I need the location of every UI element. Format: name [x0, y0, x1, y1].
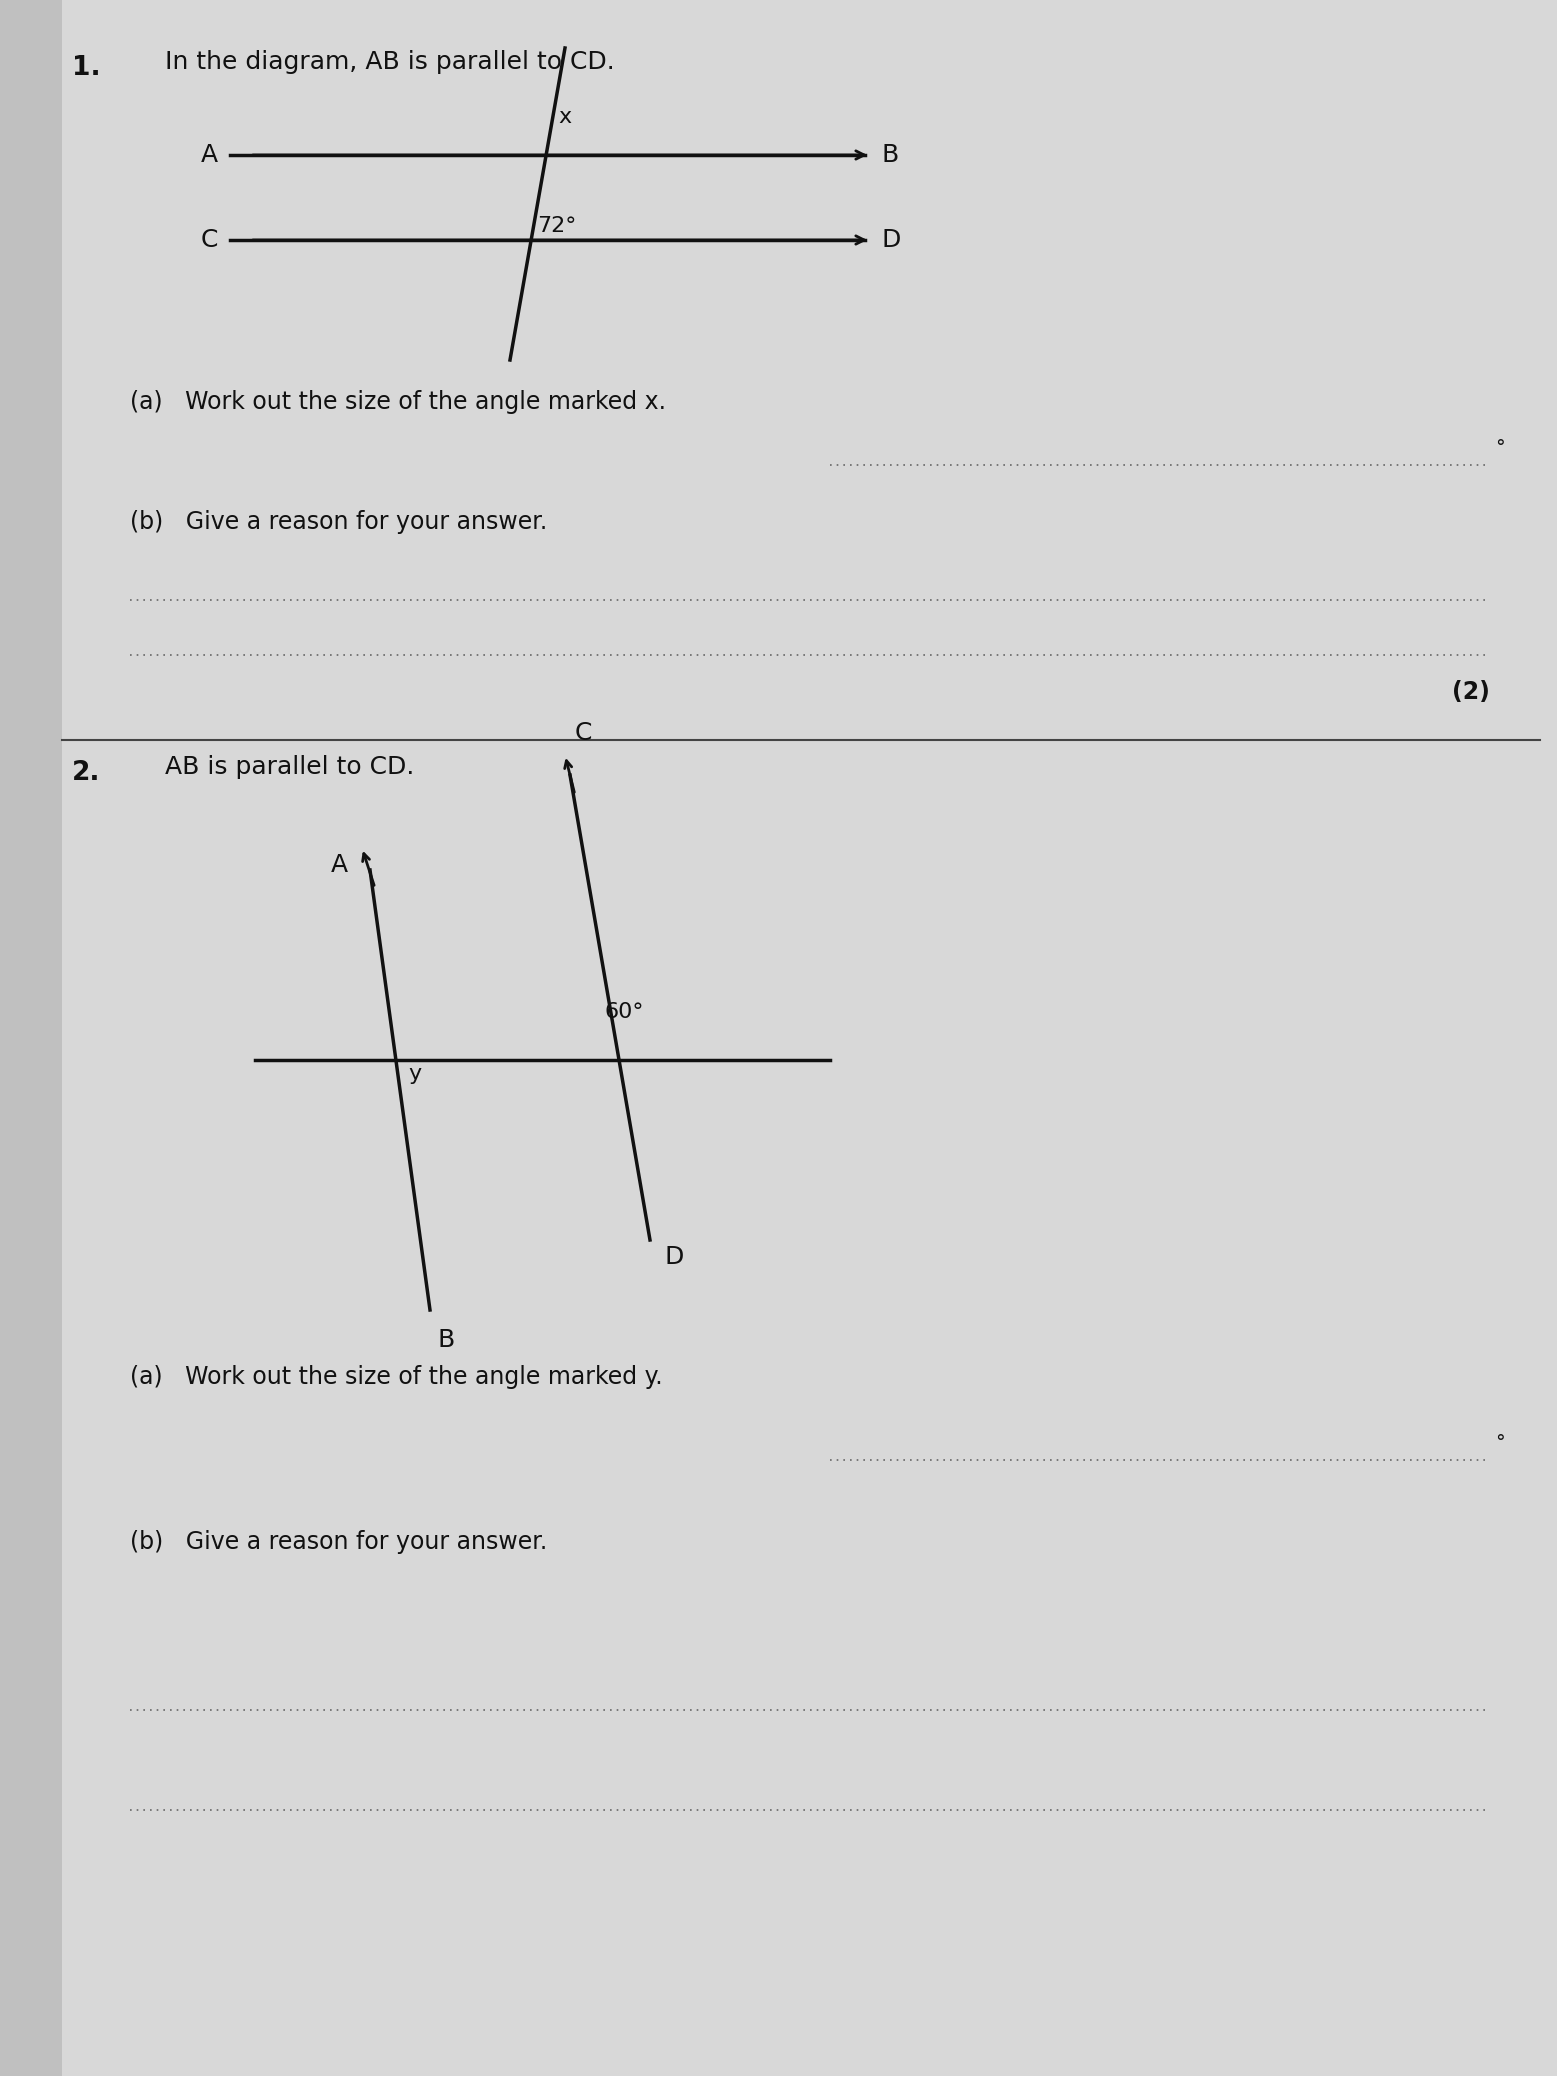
Text: (a)   Work out the size of the angle marked y.: (a) Work out the size of the angle marke… — [129, 1366, 663, 1389]
Text: 2.: 2. — [72, 760, 101, 787]
Text: x: x — [557, 108, 571, 127]
Text: °: ° — [1495, 438, 1504, 457]
Text: 60°: 60° — [604, 1003, 643, 1021]
Text: D: D — [881, 228, 902, 251]
FancyBboxPatch shape — [0, 0, 62, 2076]
Text: D: D — [665, 1246, 685, 1268]
Text: C: C — [575, 720, 592, 745]
Text: AB is parallel to CD.: AB is parallel to CD. — [165, 756, 414, 778]
Text: (2): (2) — [1453, 681, 1490, 704]
Text: In the diagram, AB is parallel to CD.: In the diagram, AB is parallel to CD. — [165, 50, 615, 75]
Text: y: y — [408, 1065, 420, 1084]
Text: B: B — [881, 143, 900, 166]
Text: A: A — [201, 143, 218, 166]
Text: A: A — [332, 853, 349, 876]
Text: 1.: 1. — [72, 54, 101, 81]
Text: (a)   Work out the size of the angle marked x.: (a) Work out the size of the angle marke… — [129, 390, 666, 413]
Text: 72°: 72° — [537, 216, 576, 237]
Text: (b)   Give a reason for your answer.: (b) Give a reason for your answer. — [129, 511, 547, 534]
Text: (b)   Give a reason for your answer.: (b) Give a reason for your answer. — [129, 1530, 547, 1555]
Text: B: B — [438, 1329, 455, 1351]
Text: C: C — [201, 228, 218, 251]
Text: °: ° — [1495, 1432, 1504, 1451]
